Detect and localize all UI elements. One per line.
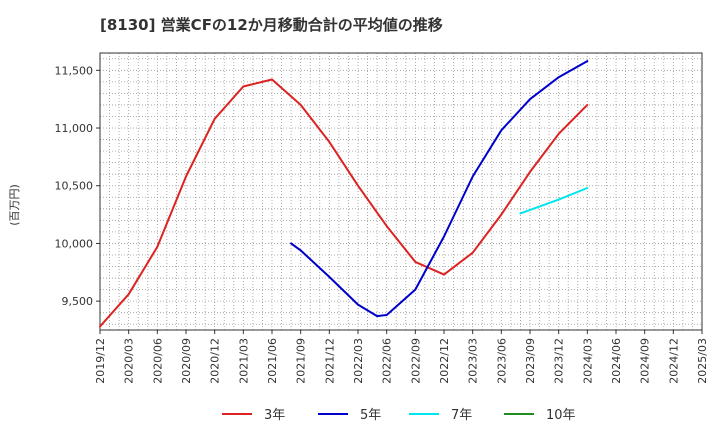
y-axis-label: (百万円)	[8, 184, 21, 226]
legend: 3年 5年 7年 10年	[222, 408, 576, 423]
series-line-2	[290, 60, 589, 318]
legend-label-4: 10年	[546, 408, 576, 423]
y-axis: 9,500 10,000 10,500 11,000 11,500	[55, 64, 100, 308]
series-line-1	[99, 78, 589, 328]
x-tick-label: 2021/12	[323, 338, 336, 384]
y-tick-label: 10,500	[55, 180, 94, 193]
series-line-3	[519, 187, 589, 215]
x-tick-label: 2020/03	[123, 338, 136, 384]
x-tick-label: 2023/03	[467, 338, 480, 384]
x-tick-label: 2024/12	[667, 338, 680, 384]
x-tick-label: 2025/03	[696, 338, 709, 384]
chart-title: [8130] 営業CFの12か月移動合計の平均値の推移	[100, 16, 443, 34]
x-tick-label: 2020/12	[209, 338, 222, 384]
y-tick-label: 11,500	[55, 64, 94, 77]
x-tick-label: 2020/06	[151, 338, 164, 384]
plot-area	[99, 52, 703, 331]
x-tick-label: 2023/12	[553, 338, 566, 384]
x-tick-label: 2023/09	[524, 338, 537, 384]
series-lines	[99, 60, 589, 328]
x-tick-label: 2024/06	[610, 338, 623, 384]
x-tick-label: 2022/03	[352, 338, 365, 384]
x-tick-label: 2022/12	[438, 338, 451, 384]
x-tick-label: 2024/09	[639, 338, 652, 384]
y-tick-label: 9,500	[62, 295, 94, 308]
y-tick-label: 11,000	[55, 122, 94, 135]
x-tick-label: 2022/06	[381, 338, 394, 384]
x-tick-label: 2021/09	[295, 338, 308, 384]
x-tick-label: 2023/06	[495, 338, 508, 384]
x-tick-label: 2021/03	[237, 338, 250, 384]
x-tick-label: 2021/06	[266, 338, 279, 384]
legend-label-2: 5年	[360, 408, 381, 423]
x-tick-label: 2019/12	[94, 338, 107, 384]
legend-label-3: 7年	[451, 408, 472, 423]
x-tick-label: 2022/09	[409, 338, 422, 384]
x-axis: 2019/12 2020/03 2020/06 2020/09 2020/12 2021/…	[94, 330, 709, 384]
x-tick-label: 2020/09	[180, 338, 193, 384]
legend-label-1: 3年	[264, 408, 285, 423]
x-tick-label: 2024/03	[581, 338, 594, 384]
y-tick-label: 10,000	[55, 237, 94, 250]
gridlines	[100, 53, 702, 330]
